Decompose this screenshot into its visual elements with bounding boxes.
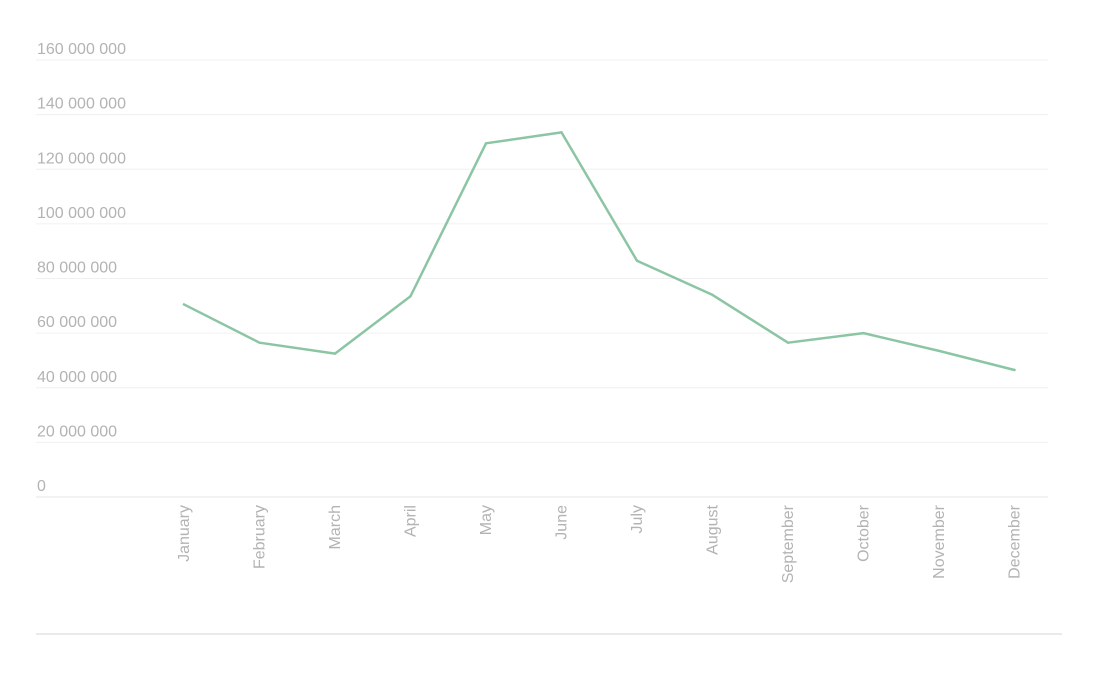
y-axis-ticks: 0 20 000 000 40 000 000 60 000 000 80 000 00… xyxy=(37,41,126,495)
x-tick-label: February xyxy=(252,505,269,569)
x-tick-label: July xyxy=(629,505,646,533)
y-tick-label: 140 000 000 xyxy=(37,96,126,113)
x-tick-label: October xyxy=(856,504,873,562)
y-tick-label: 60 000 000 xyxy=(37,314,117,331)
x-tick-label: June xyxy=(554,505,571,540)
data-point xyxy=(333,352,337,355)
data-point xyxy=(258,341,261,344)
data-point xyxy=(862,331,865,335)
data-point xyxy=(635,259,639,262)
data-point xyxy=(182,303,186,306)
series-layer xyxy=(182,131,1016,372)
y-tick-label: 160 000 000 xyxy=(37,41,126,58)
y-tick-label: 100 000 000 xyxy=(37,205,126,222)
y-tick-label: 0 xyxy=(37,478,46,495)
x-tick-label: April xyxy=(403,505,420,537)
data-point xyxy=(484,142,488,145)
y-tick-label: 80 000 000 xyxy=(37,260,117,277)
x-tick-label: May xyxy=(478,505,495,535)
data-point xyxy=(409,295,412,298)
x-tick-label: November xyxy=(931,504,948,578)
data-point xyxy=(560,131,563,134)
x-tick-label: March xyxy=(327,505,344,549)
data-point xyxy=(711,293,714,297)
series-line xyxy=(182,131,1016,372)
x-tick-label: August xyxy=(705,504,722,554)
y-tick-label: 120 000 000 xyxy=(37,150,126,167)
data-point xyxy=(937,349,941,353)
x-tick-label: January xyxy=(176,505,193,562)
data-point xyxy=(786,341,790,344)
x-tick-label: September xyxy=(780,504,797,583)
y-tick-label: 40 000 000 xyxy=(37,369,117,386)
x-axis-ticks: January February March April May June July Augu… xyxy=(176,504,1024,583)
y-tick-label: 20 000 000 xyxy=(37,423,117,440)
x-tick-label: December xyxy=(1007,504,1024,578)
grid-layer xyxy=(36,59,1048,498)
data-point xyxy=(1013,368,1016,372)
